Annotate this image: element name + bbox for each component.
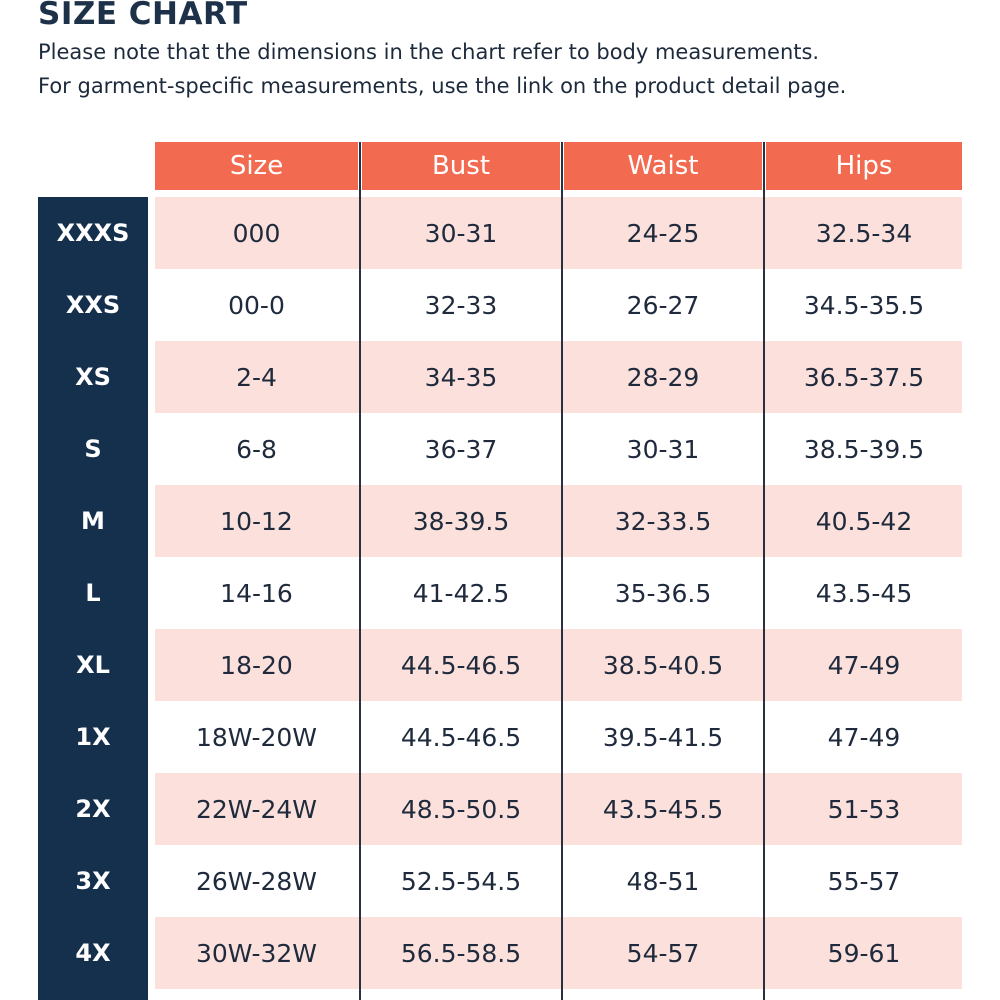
cell: 26-27 <box>626 290 700 320</box>
row-label: S <box>84 435 102 463</box>
cell: 24-25 <box>626 218 700 248</box>
row-label: XL <box>76 651 110 679</box>
cell: 36-37 <box>424 434 498 464</box>
cell: 32.5-34 <box>815 218 913 248</box>
row-band <box>155 773 962 845</box>
cell: 51-53 <box>827 794 901 824</box>
cell: 39.5-41.5 <box>602 722 724 752</box>
cell: 59-61 <box>827 938 901 968</box>
column-header: Waist <box>564 142 762 190</box>
cell: 35-36.5 <box>614 578 712 608</box>
row-label: XS <box>75 363 111 391</box>
cell: 10-12 <box>220 506 293 536</box>
note: For garment-specific measurements, use t… <box>38 74 847 98</box>
row-label: 1X <box>75 723 111 751</box>
column-divider <box>359 142 361 1000</box>
cell: 56.5-58.5 <box>400 938 522 968</box>
cell: 44.5-46.5 <box>400 722 522 752</box>
row-band <box>155 917 962 989</box>
cell: 48-51 <box>626 866 700 896</box>
cell: 30-31 <box>424 218 498 248</box>
cell: 6-8 <box>236 434 277 464</box>
row-label: XXS <box>65 291 121 319</box>
cell: 32-33 <box>424 290 498 320</box>
column-divider <box>561 142 563 1000</box>
cell: 48.5-50.5 <box>400 794 522 824</box>
column-header: Hips <box>766 142 962 190</box>
cell: 38.5-40.5 <box>602 650 724 680</box>
cell: 54-57 <box>626 938 700 968</box>
column-divider <box>763 142 765 1000</box>
cell: 30W-32W <box>195 938 318 968</box>
cell: 43.5-45.5 <box>602 794 724 824</box>
cell: 38-39.5 <box>412 506 510 536</box>
row-label: L <box>85 579 101 607</box>
cell: 18W-20W <box>195 722 318 752</box>
cell: 38.5-39.5 <box>803 434 925 464</box>
cell: 32-33.5 <box>614 506 712 536</box>
cell: 22W-24W <box>195 794 318 824</box>
cell: 34.5-35.5 <box>803 290 925 320</box>
cell: 28-29 <box>626 362 700 392</box>
cell: 44.5-46.5 <box>400 650 522 680</box>
row-band <box>155 629 962 701</box>
row-label: 4X <box>75 939 111 967</box>
row-band <box>155 485 962 557</box>
cell: 41-42.5 <box>412 578 510 608</box>
label-column <box>38 197 148 1000</box>
column-header: Size <box>155 142 358 190</box>
cell: 36.5-37.5 <box>803 362 925 392</box>
cell: 40.5-42 <box>815 506 913 536</box>
cell: 47-49 <box>827 722 901 752</box>
cell: 43.5-45 <box>815 578 913 608</box>
cell: 00-0 <box>228 290 285 320</box>
cell: 14-16 <box>220 578 293 608</box>
cell: 47-49 <box>827 650 901 680</box>
row-label: 2X <box>75 795 111 823</box>
cell: 2-4 <box>236 362 277 392</box>
row-band <box>155 197 962 269</box>
note: Please note that the dimensions in the c… <box>38 40 820 64</box>
row-band <box>155 341 962 413</box>
column-header: Bust <box>362 142 560 190</box>
row-label: M <box>81 507 105 535</box>
cell: 30-31 <box>626 434 700 464</box>
cell: 26W-28W <box>195 866 318 896</box>
row-label: XXXS <box>56 219 130 247</box>
row-label: 3X <box>75 867 111 895</box>
cell: 52.5-54.5 <box>400 866 522 896</box>
cell: 18-20 <box>220 650 293 680</box>
cell: 34-35 <box>424 362 498 392</box>
title: SIZE CHART <box>38 0 248 32</box>
cell: 000 <box>232 218 281 248</box>
cell: 55-57 <box>827 866 901 896</box>
